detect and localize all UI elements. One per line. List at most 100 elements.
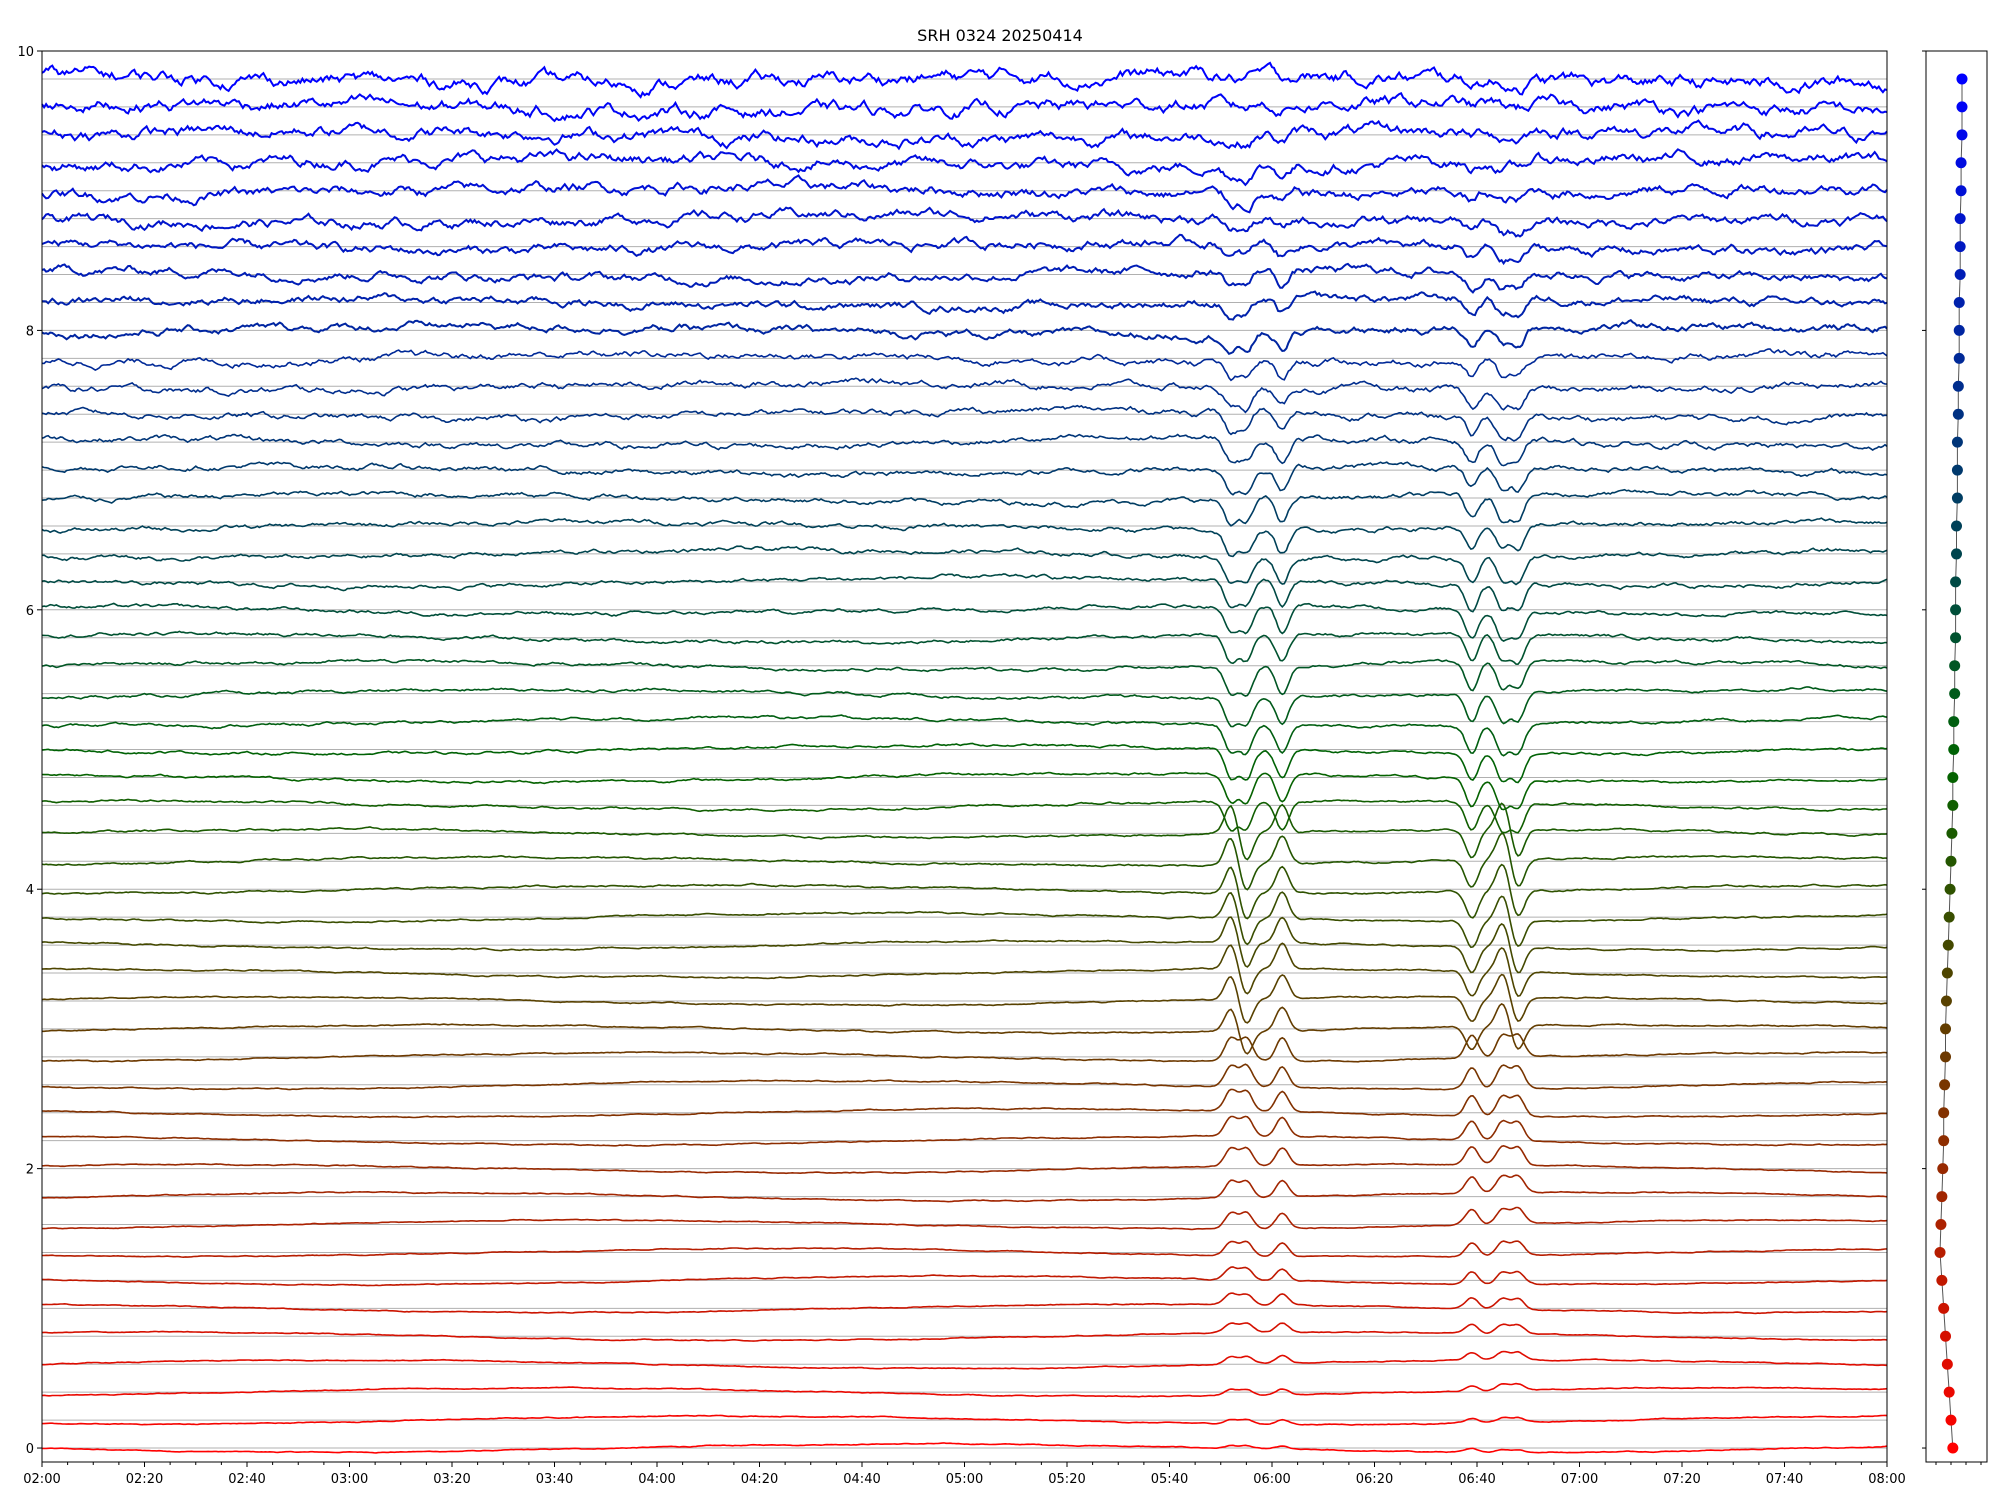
side-marker (1938, 1135, 1949, 1146)
side-marker (1956, 129, 1967, 140)
trace-line (42, 1089, 1887, 1117)
trace-line (42, 1241, 1887, 1257)
x-tick-label: 02:00 (23, 1472, 60, 1487)
y-tick-label: 2 (26, 1163, 34, 1178)
side-marker (1947, 1443, 1958, 1454)
side-marker (1951, 520, 1962, 531)
trace-line (42, 1116, 1887, 1146)
side-marker (1955, 269, 1966, 280)
side-marker (1956, 157, 1967, 168)
side-panel-connector (1940, 79, 1962, 1448)
side-marker (1939, 1079, 1950, 1090)
trace-line (42, 574, 1887, 612)
side-marker (1941, 995, 1952, 1006)
trace-line (42, 1352, 1887, 1369)
side-marker (1954, 353, 1965, 364)
x-tick-label: 03:20 (433, 1472, 470, 1487)
side-marker (1938, 1107, 1949, 1118)
trace-line (42, 462, 1887, 495)
x-tick-label: 03:40 (536, 1472, 573, 1487)
x-tick-label: 07:20 (1663, 1472, 1700, 1487)
side-marker (1944, 912, 1955, 923)
side-marker (1943, 940, 1954, 951)
side-panel-markers (1935, 73, 1968, 1453)
trace-line (42, 349, 1887, 380)
y-tick-label: 0 (26, 1442, 34, 1457)
side-marker (1950, 576, 1961, 587)
trace-line (42, 518, 1887, 556)
side-marker (1949, 688, 1960, 699)
side-marker (1940, 1023, 1951, 1034)
side-marker (1952, 465, 1963, 476)
x-tick-label: 03:00 (331, 1472, 368, 1487)
trace-line (42, 1267, 1887, 1286)
side-marker (1948, 716, 1959, 727)
trace-line (42, 1293, 1887, 1313)
side-marker (1935, 1247, 1946, 1258)
trace-line (42, 406, 1887, 441)
trace-line (42, 1323, 1887, 1341)
trace-line (42, 892, 1887, 947)
x-axis: 02:00 02:20 02:40 03:00 03:20 03:40 04:00 04:20… (23, 1462, 1905, 1487)
trace-line (42, 1034, 1887, 1062)
trace-line (42, 803, 1887, 859)
side-marker (1953, 381, 1964, 392)
x-tick-label: 04:00 (638, 1472, 675, 1487)
side-marker (1955, 241, 1966, 252)
side-marker (1935, 1219, 1946, 1230)
side-marker (1955, 213, 1966, 224)
side-marker (1949, 660, 1960, 671)
trace-line (42, 1208, 1887, 1230)
x-tick-label: 06:20 (1356, 1472, 1393, 1487)
side-marker (1951, 548, 1962, 559)
y-axis: 0 2 4 6 8 10 (17, 45, 42, 1457)
trace-series (42, 63, 1887, 1453)
y-tick-label: 6 (26, 604, 34, 619)
trace-line (42, 546, 1887, 584)
side-marker (1940, 1051, 1951, 1062)
side-marker (1950, 632, 1961, 643)
trace-line (42, 149, 1887, 185)
x-tick-label: 07:40 (1766, 1472, 1803, 1487)
x-tick-label: 06:40 (1458, 1472, 1495, 1487)
y-tick-label: 8 (26, 324, 34, 339)
x-tick-label: 05:40 (1151, 1472, 1188, 1487)
side-marker (1945, 884, 1956, 895)
side-marker (1946, 1415, 1957, 1426)
side-marker (1944, 1387, 1955, 1398)
chart-title: SRH 0324 20250414 (917, 26, 1083, 45)
trace-line (42, 1064, 1887, 1089)
side-marker (1956, 101, 1967, 112)
side-panel (1922, 51, 1987, 1465)
side-marker (1953, 409, 1964, 420)
trace-line (42, 865, 1887, 919)
trace-line (42, 943, 1887, 996)
x-tick-label: 08:00 (1868, 1472, 1905, 1487)
y-tick-label: 4 (26, 883, 34, 898)
side-marker (1946, 828, 1957, 839)
baseline-grid (42, 79, 1887, 1448)
x-tick-label: 05:00 (946, 1472, 983, 1487)
trace-line (42, 378, 1887, 412)
trace-line (42, 1384, 1887, 1397)
side-panel-ticks (1922, 51, 1981, 1465)
trace-line (42, 1146, 1887, 1174)
trace-line (42, 176, 1887, 213)
y-tick-label: 10 (17, 45, 34, 60)
side-marker (1942, 968, 1953, 979)
side-marker (1956, 185, 1967, 196)
trace-line (42, 975, 1887, 1023)
trace-line (42, 1175, 1887, 1202)
x-tick-label: 02:40 (228, 1472, 265, 1487)
x-tick-label: 05:20 (1048, 1472, 1085, 1487)
x-tick-label: 02:20 (126, 1472, 163, 1487)
x-tick-label: 04:40 (843, 1472, 880, 1487)
trace-line (42, 208, 1887, 237)
side-marker (1940, 1331, 1951, 1342)
side-marker (1938, 1303, 1949, 1314)
trace-line (42, 235, 1887, 263)
trace-line (42, 631, 1887, 664)
side-marker (1952, 437, 1963, 448)
